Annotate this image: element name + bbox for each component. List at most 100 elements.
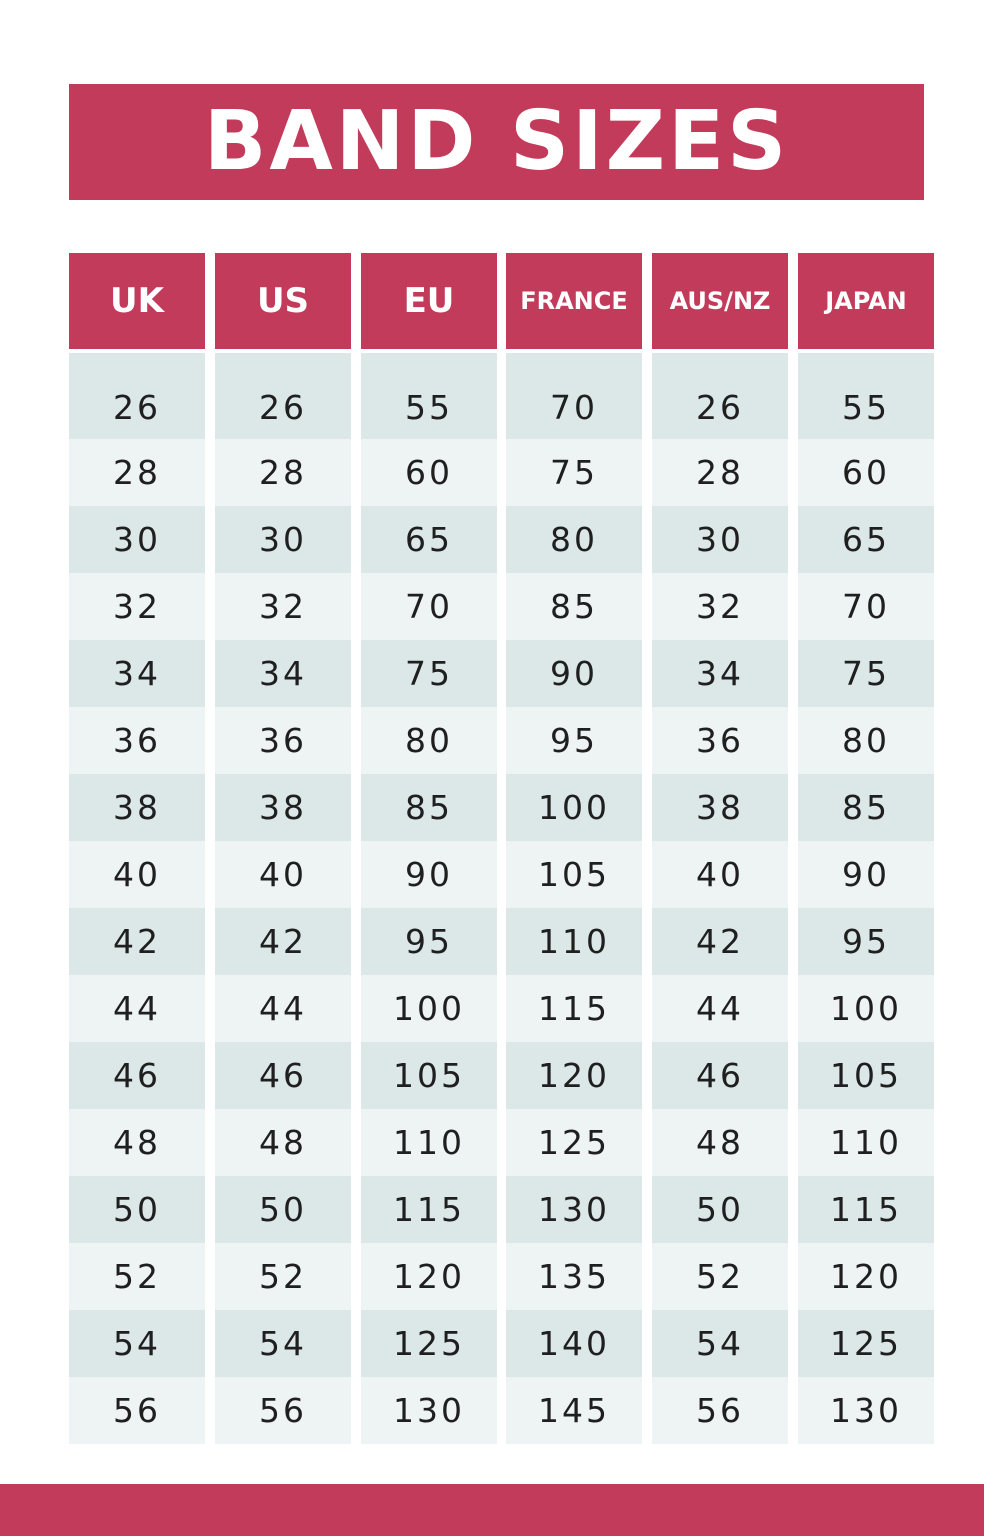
cell-value: 60 — [842, 453, 890, 492]
table-cell: 26 — [69, 353, 205, 439]
cell-value: 95 — [405, 922, 453, 961]
table-cell: 145 — [506, 1377, 642, 1444]
cell-value: 44 — [696, 989, 744, 1028]
table-cell: 28 — [215, 439, 351, 506]
table-cell: 48 — [215, 1109, 351, 1176]
footer-bar — [0, 1484, 984, 1536]
cell-value: 26 — [113, 388, 161, 427]
table-cell: 70 — [798, 573, 934, 640]
cell-value: 56 — [696, 1391, 744, 1430]
cell-value: 110 — [393, 1123, 465, 1162]
table-column-eu: EU 55 60 65 70 75 80 85 90 95 100 105 110 115 120 125 13… — [361, 253, 497, 1444]
table-column-ausnz: AUS/NZ 26 28 30 32 34 36 38 40 42 44 46 48 50 52 54 56 — [652, 253, 788, 1444]
table-cell: 70 — [361, 573, 497, 640]
cell-value: 36 — [259, 721, 307, 760]
table-cell: 50 — [215, 1176, 351, 1243]
cell-value: 42 — [259, 922, 307, 961]
cell-value: 32 — [113, 587, 161, 626]
cell-value: 110 — [830, 1123, 902, 1162]
cell-value: 44 — [113, 989, 161, 1028]
table-cell: 115 — [798, 1176, 934, 1243]
table-cell: 40 — [652, 841, 788, 908]
table-cell: 85 — [506, 573, 642, 640]
cell-value: 125 — [393, 1324, 465, 1363]
cell-value: 70 — [405, 587, 453, 626]
cell-value: 52 — [696, 1257, 744, 1296]
cell-value: 34 — [696, 654, 744, 693]
table-cell: 38 — [69, 774, 205, 841]
cell-value: 85 — [842, 788, 890, 827]
table-cell: 110 — [798, 1109, 934, 1176]
cell-value: 120 — [393, 1257, 465, 1296]
table-cell: 140 — [506, 1310, 642, 1377]
cell-value: 38 — [259, 788, 307, 827]
table-cell: 52 — [69, 1243, 205, 1310]
table-cell: 28 — [652, 439, 788, 506]
table-cell: 95 — [506, 707, 642, 774]
cell-value: 90 — [405, 855, 453, 894]
cell-value: 65 — [842, 520, 890, 559]
table-cell: 56 — [652, 1377, 788, 1444]
table-cell: 60 — [798, 439, 934, 506]
table-cell: 44 — [652, 975, 788, 1042]
title-banner: BAND SIZES — [69, 84, 924, 200]
cell-value: 52 — [259, 1257, 307, 1296]
cell-value: 140 — [538, 1324, 610, 1363]
cell-value: 50 — [113, 1190, 161, 1229]
table-cell: 50 — [69, 1176, 205, 1243]
cell-value: 95 — [550, 721, 598, 760]
table-cell: 56 — [69, 1377, 205, 1444]
cell-value: 46 — [259, 1056, 307, 1095]
cell-value: 36 — [696, 721, 744, 760]
table-cell: 46 — [652, 1042, 788, 1109]
table-cell: 65 — [361, 506, 497, 573]
cell-value: 125 — [538, 1123, 610, 1162]
cell-value: 105 — [538, 855, 610, 894]
cell-value: 75 — [550, 453, 598, 492]
page-title: BAND SIZES — [203, 94, 790, 189]
table-cell: 54 — [652, 1310, 788, 1377]
table-cell: 100 — [506, 774, 642, 841]
cell-value: 110 — [538, 922, 610, 961]
table-cell: 34 — [69, 640, 205, 707]
cell-value: 105 — [393, 1056, 465, 1095]
cell-value: 46 — [696, 1056, 744, 1095]
table-cell: 28 — [69, 439, 205, 506]
cell-value: 70 — [550, 388, 598, 427]
table-cell: 105 — [798, 1042, 934, 1109]
cell-value: 40 — [696, 855, 744, 894]
table-cell: 130 — [798, 1377, 934, 1444]
cell-value: 120 — [538, 1056, 610, 1095]
table-cell: 30 — [69, 506, 205, 573]
column-header: UK — [69, 253, 205, 349]
cell-value: 100 — [538, 788, 610, 827]
cell-value: 120 — [830, 1257, 902, 1296]
cell-value: 115 — [393, 1190, 465, 1229]
cell-value: 80 — [405, 721, 453, 760]
cell-value: 85 — [405, 788, 453, 827]
table-cell: 54 — [215, 1310, 351, 1377]
table-cell: 80 — [361, 707, 497, 774]
table-column-france: FRANCE 70 75 80 85 90 95 100 105 110 115 120 125 130 1… — [506, 253, 642, 1444]
cell-value: 130 — [830, 1391, 902, 1430]
cell-value: 65 — [405, 520, 453, 559]
cell-value: 42 — [696, 922, 744, 961]
cell-value: 28 — [696, 453, 744, 492]
table-cell: 90 — [798, 841, 934, 908]
table-cell: 26 — [652, 353, 788, 439]
cell-value: 70 — [842, 587, 890, 626]
cell-value: 90 — [550, 654, 598, 693]
cell-value: 26 — [259, 388, 307, 427]
cell-value: 105 — [830, 1056, 902, 1095]
table-cell: 34 — [215, 640, 351, 707]
table-cell: 40 — [69, 841, 205, 908]
table-cell: 90 — [361, 841, 497, 908]
table-cell: 54 — [69, 1310, 205, 1377]
table-cell: 55 — [798, 353, 934, 439]
table-cell: 130 — [506, 1176, 642, 1243]
cell-value: 130 — [538, 1190, 610, 1229]
cell-value: 115 — [538, 989, 610, 1028]
table-cell: 38 — [215, 774, 351, 841]
cell-value: 100 — [830, 989, 902, 1028]
table-cell: 100 — [361, 975, 497, 1042]
